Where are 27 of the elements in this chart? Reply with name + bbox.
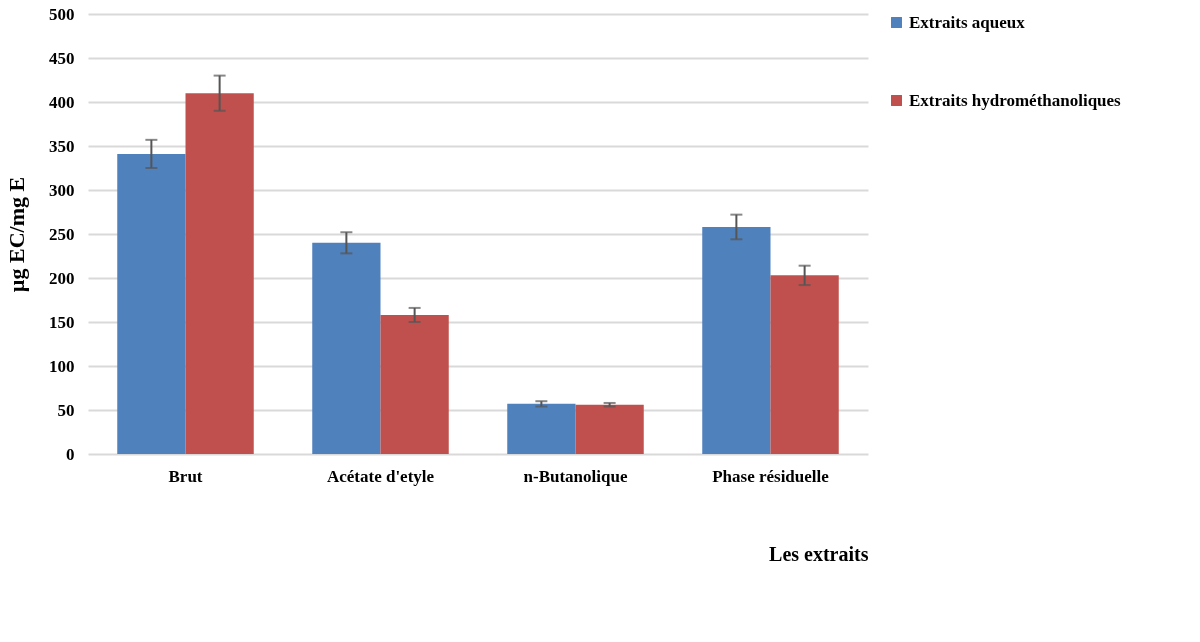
y-tick-label: 0 [66,444,75,464]
bar [507,403,576,454]
y-tick-label: 400 [49,92,75,112]
bar [117,153,186,454]
y-tick-label: 350 [49,136,75,156]
y-tick-label: 200 [49,268,75,288]
bar [312,242,381,454]
y-tick-label: 250 [49,224,75,244]
x-tick-label: n-Butanolique [523,466,628,486]
y-tick-label: 100 [49,356,75,376]
x-tick-label: Brut [168,466,203,486]
y-axis-title: µg EC/mg E [4,176,29,293]
y-tick-label: 450 [49,48,75,68]
bar [770,275,839,454]
x-axis-title: Les extraits [769,542,869,565]
bar [185,93,254,454]
bar [380,314,449,454]
bar [575,404,644,454]
legend-label: Extraits hydrométhanoliques [909,90,1122,110]
legend-label: Extraits aqueux [909,12,1026,32]
bar [702,226,771,454]
y-tick-label: 500 [49,4,75,24]
y-tick-label: 300 [49,180,75,200]
x-tick-label: Phase résiduelle [712,466,830,486]
x-tick-label: Acétate d'etyle [326,466,435,486]
y-tick-label: 150 [49,312,75,332]
y-tick-label: 50 [57,400,75,420]
